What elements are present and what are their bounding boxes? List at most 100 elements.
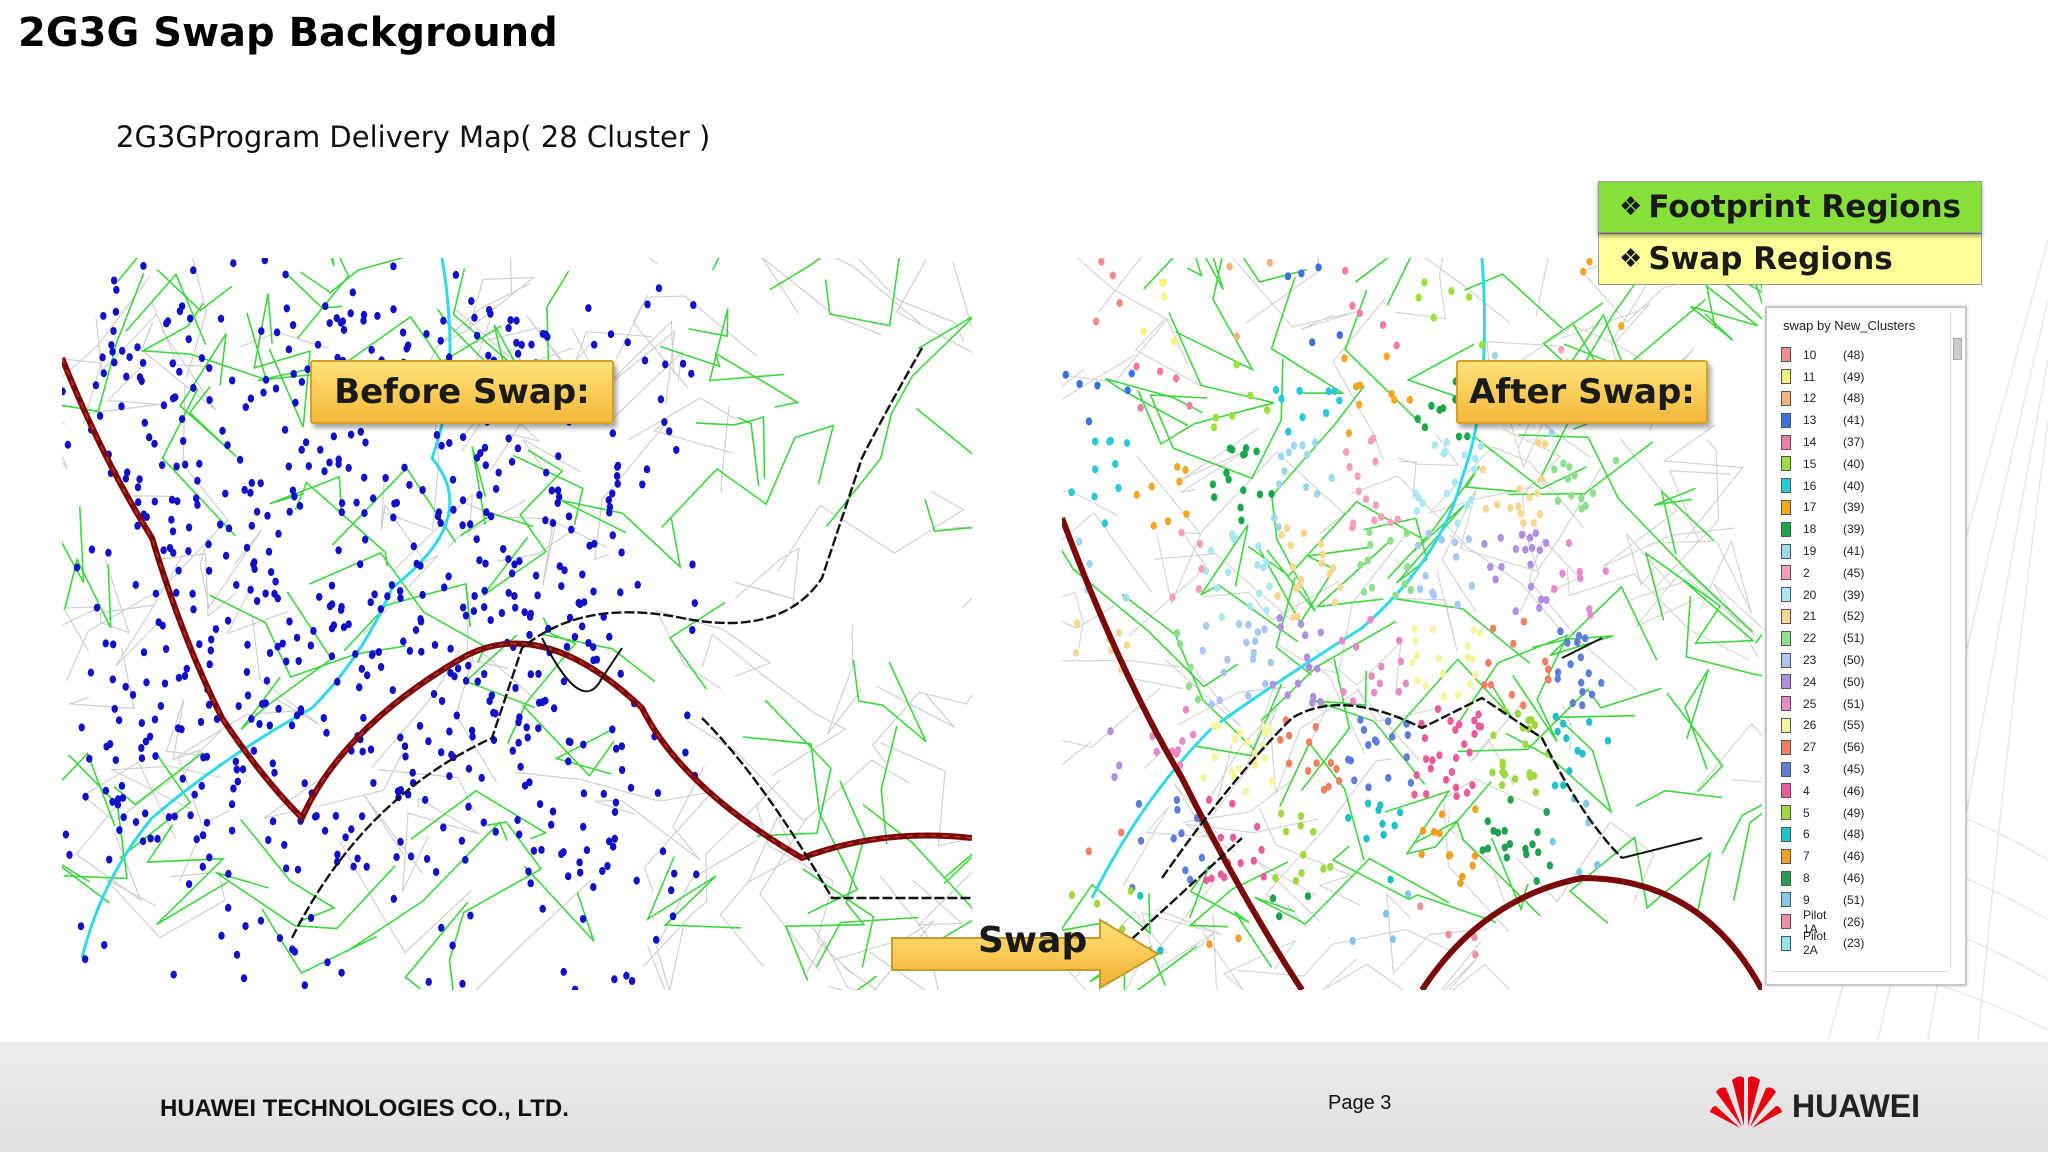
site-marker: [579, 570, 586, 579]
legend-swatch: [1781, 805, 1791, 821]
site-marker: [1137, 403, 1144, 412]
site-marker: [560, 967, 567, 976]
map-road: [1062, 318, 1189, 383]
site-marker: [262, 375, 270, 384]
map-road: [240, 818, 336, 923]
legend-item-name: 15: [1803, 456, 1817, 471]
legend-swatch: [1781, 543, 1791, 559]
site-marker: [1198, 853, 1206, 862]
site-marker: [1342, 266, 1349, 275]
site-marker: [1448, 287, 1455, 296]
site-marker: [360, 713, 367, 722]
site-marker: [465, 661, 472, 670]
site-marker: [445, 572, 452, 581]
site-marker: [1340, 687, 1347, 696]
site-marker: [1303, 450, 1311, 459]
site-marker: [462, 676, 470, 685]
map-road: [1602, 438, 1735, 568]
site-marker: [1345, 813, 1352, 822]
site-marker: [1275, 523, 1282, 531]
site-marker: [1112, 460, 1119, 468]
site-marker: [1235, 934, 1242, 943]
legend-swatch: [1781, 478, 1791, 494]
site-marker: [1223, 468, 1230, 477]
site-marker: [1385, 773, 1392, 782]
map-road: [688, 308, 785, 382]
map-road: [1062, 591, 1115, 649]
site-marker: [516, 557, 523, 566]
site-marker: [1187, 663, 1194, 672]
map-road: [1690, 284, 1759, 341]
site-marker: [437, 336, 444, 345]
legend-swatch: [1781, 434, 1791, 450]
site-marker: [539, 904, 546, 913]
map-road: [378, 769, 476, 813]
site-marker: [543, 468, 550, 477]
site-marker: [1436, 405, 1443, 414]
site-marker: [298, 445, 305, 454]
site-marker: [1471, 851, 1479, 860]
site-marker: [1123, 439, 1131, 448]
legend-item-count: (51): [1843, 696, 1865, 711]
site-marker: [240, 974, 248, 983]
site-marker: [1551, 585, 1558, 593]
site-marker: [1296, 386, 1303, 395]
map-road: [114, 554, 184, 667]
site-marker: [180, 437, 187, 445]
site-marker: [1301, 631, 1309, 640]
site-marker: [1137, 836, 1145, 845]
site-marker: [1356, 309, 1363, 318]
legend-horizontal-scrollbar[interactable]: [1771, 971, 1949, 982]
site-marker: [1218, 613, 1225, 621]
map-road: [1300, 658, 1351, 792]
site-marker: [1464, 641, 1471, 650]
legend-item-count: (46): [1843, 783, 1865, 798]
map-road: [1518, 434, 1754, 633]
site-marker: [1568, 491, 1575, 500]
site-marker: [168, 515, 175, 524]
site-marker: [1492, 575, 1499, 584]
legend-item-count: (51): [1843, 631, 1865, 646]
site-marker: [1174, 463, 1181, 471]
site-marker: [482, 461, 489, 470]
legend-item: 5 (49): [1781, 802, 1883, 824]
site-marker: [1382, 909, 1390, 918]
site-marker: [1440, 692, 1448, 701]
site-marker: [1272, 385, 1280, 394]
map-road: [876, 685, 955, 728]
site-marker: [1520, 518, 1527, 527]
site-marker: [1534, 489, 1541, 498]
site-marker: [1401, 580, 1408, 589]
legend-item: 8 (46): [1781, 867, 1883, 889]
site-marker: [1365, 783, 1372, 792]
legend-swatch: [1781, 630, 1791, 646]
map-road: [1245, 258, 1320, 324]
legend-swatch: [1781, 587, 1791, 603]
site-marker: [1298, 269, 1305, 278]
map-road: [179, 333, 238, 458]
site-marker: [1446, 851, 1454, 860]
site-marker: [682, 748, 689, 757]
site-marker: [1325, 782, 1332, 791]
map-road: [655, 840, 757, 990]
site-marker: [1434, 705, 1442, 713]
map-road: [509, 258, 513, 297]
site-marker: [334, 353, 341, 362]
site-marker: [1552, 712, 1559, 721]
site-marker: [1583, 799, 1590, 808]
site-marker: [191, 790, 198, 799]
scrollbar-thumb[interactable]: [1953, 338, 1962, 360]
site-marker: [1210, 722, 1218, 731]
site-marker: [1421, 734, 1429, 743]
legend-swatch: [1781, 892, 1791, 908]
site-marker: [1579, 701, 1586, 710]
site-marker: [1529, 840, 1536, 849]
legend-vertical-scrollbar[interactable]: [1950, 312, 1963, 968]
site-marker: [132, 580, 139, 589]
site-marker: [440, 823, 447, 832]
site-marker: [1403, 529, 1410, 538]
swap-regions-label: Swap Regions: [1648, 241, 1893, 277]
site-marker: [1250, 856, 1258, 865]
site-marker: [590, 643, 597, 652]
site-marker: [1511, 775, 1519, 784]
